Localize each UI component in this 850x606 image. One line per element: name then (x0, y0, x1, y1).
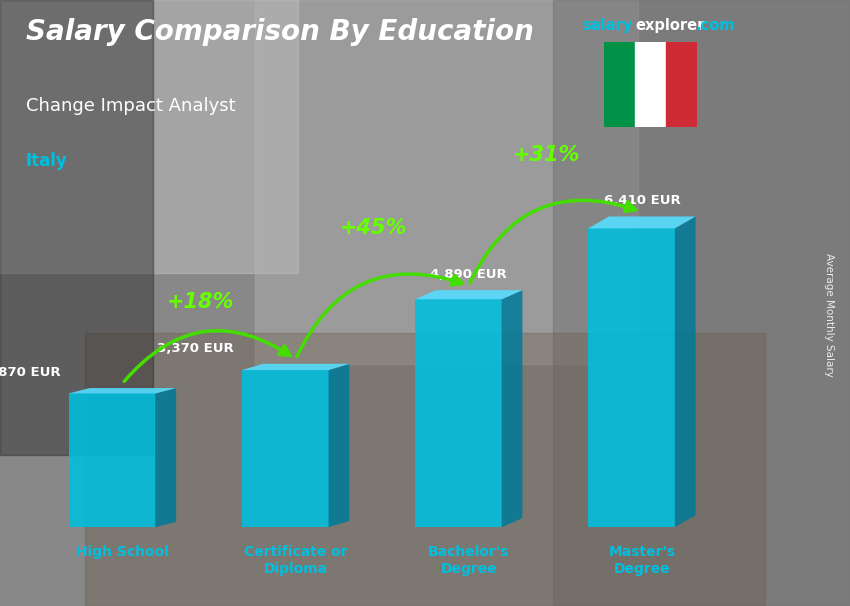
Text: Bachelor's
Degree: Bachelor's Degree (428, 545, 509, 576)
Polygon shape (588, 216, 695, 228)
Polygon shape (328, 364, 349, 527)
Text: Certificate or
Diploma: Certificate or Diploma (244, 545, 348, 576)
Text: .com: .com (695, 18, 734, 33)
Text: High School: High School (76, 545, 169, 559)
Text: 4,890 EUR: 4,890 EUR (430, 268, 507, 281)
Polygon shape (502, 290, 523, 527)
Polygon shape (69, 388, 176, 393)
Text: +18%: +18% (167, 292, 234, 312)
Text: +45%: +45% (340, 218, 407, 238)
Text: Master's
Degree: Master's Degree (609, 545, 676, 576)
Polygon shape (242, 370, 328, 527)
Text: 6,410 EUR: 6,410 EUR (604, 195, 680, 207)
Polygon shape (69, 393, 156, 527)
Bar (635, 42, 666, 127)
Text: Italy: Italy (26, 152, 67, 170)
Polygon shape (242, 364, 349, 370)
Bar (604, 42, 635, 127)
Text: +31%: +31% (513, 145, 581, 165)
Polygon shape (588, 228, 675, 527)
Polygon shape (156, 388, 176, 527)
Text: 2,870 EUR: 2,870 EUR (0, 366, 60, 379)
Polygon shape (415, 299, 502, 527)
Bar (666, 42, 697, 127)
Polygon shape (415, 290, 523, 299)
Text: Average Monthly Salary: Average Monthly Salary (824, 253, 834, 377)
Text: Change Impact Analyst: Change Impact Analyst (26, 97, 235, 115)
Text: 3,370 EUR: 3,370 EUR (156, 342, 233, 355)
Polygon shape (675, 216, 695, 527)
Text: explorer: explorer (636, 18, 705, 33)
Text: salary: salary (582, 18, 632, 33)
Text: Salary Comparison By Education: Salary Comparison By Education (26, 18, 534, 46)
